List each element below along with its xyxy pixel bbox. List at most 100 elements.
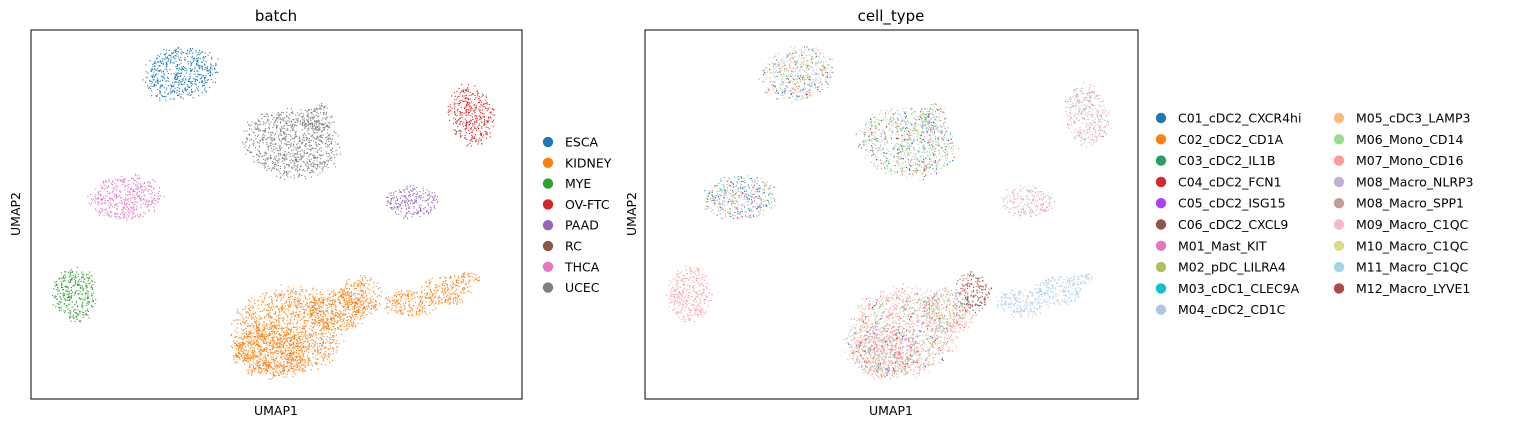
scatter-point: [272, 347, 274, 349]
scatter-point: [470, 109, 472, 111]
scatter-point: [257, 300, 259, 302]
scatter-point: [281, 356, 283, 358]
scatter-point: [153, 206, 155, 208]
scatter-point: [320, 112, 322, 114]
scatter-point: [297, 365, 299, 367]
scatter-point: [315, 163, 317, 165]
scatter-point: [302, 161, 304, 163]
scatter-point: [305, 164, 307, 166]
scatter-point: [56, 280, 58, 282]
scatter-point: [325, 113, 327, 115]
scatter-point: [119, 197, 121, 199]
scatter-point: [242, 342, 244, 344]
scatter-point: [287, 171, 289, 173]
scatter-point: [145, 200, 147, 202]
scatter-point: [211, 74, 213, 76]
scatter-point: [191, 62, 193, 64]
scatter-point: [163, 53, 165, 55]
scatter-point: [258, 156, 260, 158]
scatter-point: [300, 355, 302, 357]
scatter-point: [253, 342, 255, 344]
scatter-point: [276, 125, 278, 127]
scatter-point: [249, 359, 251, 361]
scatter-point: [257, 119, 259, 121]
scatter-point: [412, 203, 414, 205]
scatter-point: [304, 170, 306, 172]
scatter-point: [307, 362, 309, 364]
scatter-point: [291, 363, 293, 365]
scatter-point: [131, 187, 133, 189]
scatter-point: [117, 203, 119, 205]
scatter-point: [286, 338, 288, 340]
scatter-point: [273, 161, 275, 163]
scatter-point: [290, 349, 292, 351]
scatter-point: [299, 120, 301, 122]
scatter-point: [326, 320, 328, 322]
scatter-point: [159, 80, 161, 82]
scatter-point: [180, 72, 182, 74]
scatter-point: [487, 120, 489, 122]
scatter-point: [303, 118, 305, 120]
scatter-point: [63, 289, 65, 291]
scatter-point: [163, 49, 165, 51]
scatter-point: [54, 281, 56, 283]
scatter-point: [433, 199, 435, 201]
scatter-point: [326, 164, 328, 166]
scatter-point: [292, 326, 294, 328]
scatter-point: [296, 343, 298, 345]
scatter-point: [464, 106, 466, 108]
scatter-point: [199, 67, 201, 69]
scatter-point: [287, 290, 289, 292]
scatter-point: [305, 346, 307, 348]
scatter-point: [306, 152, 308, 154]
scatter-point: [453, 129, 455, 131]
scatter-point: [454, 95, 456, 97]
scatter-point: [293, 129, 295, 131]
scatter-point: [465, 125, 467, 127]
scatter-point: [313, 171, 315, 173]
scatter-point: [263, 121, 265, 123]
scatter-point: [127, 198, 129, 200]
scatter-point: [123, 213, 125, 215]
scatter-point: [237, 349, 239, 351]
scatter-point: [316, 350, 318, 352]
scatter-point: [262, 137, 264, 139]
scatter-point: [281, 353, 283, 355]
scatter-point: [164, 55, 166, 57]
scatter-point: [431, 201, 433, 203]
scatter-point: [291, 316, 293, 318]
scatter-point: [284, 323, 286, 325]
scatter-point: [157, 70, 159, 72]
scatter-point: [245, 346, 247, 348]
scatter-point: [310, 148, 312, 150]
scatter-point: [328, 136, 330, 138]
scatter-point: [292, 368, 294, 370]
scatter-point: [254, 341, 256, 343]
scatter-point: [480, 140, 482, 142]
scatter-point: [318, 143, 320, 145]
scatter-point: [311, 113, 313, 115]
scatter-point: [273, 324, 275, 326]
scatter-point: [312, 352, 314, 354]
scatter-point: [302, 142, 304, 144]
scatter-point: [120, 199, 122, 201]
scatter-point: [301, 123, 303, 125]
scatter-point: [193, 70, 195, 72]
scatter-point: [68, 300, 70, 302]
scatter-point: [232, 355, 234, 357]
scatter-point: [288, 141, 290, 143]
scatter-point: [313, 154, 315, 156]
scatter-point: [270, 134, 272, 136]
scatter-point: [278, 346, 280, 348]
scatter-point: [312, 118, 314, 120]
scatter-point: [465, 132, 467, 134]
scatter-point: [132, 201, 134, 203]
scatter-point: [87, 293, 89, 295]
scatter-point: [306, 304, 308, 306]
scatter-point: [408, 207, 410, 209]
scatter-point: [255, 345, 257, 347]
scatter-point: [286, 346, 288, 348]
scatter-point: [316, 312, 318, 314]
scatter-point: [288, 152, 290, 154]
scatter-point: [265, 159, 267, 161]
